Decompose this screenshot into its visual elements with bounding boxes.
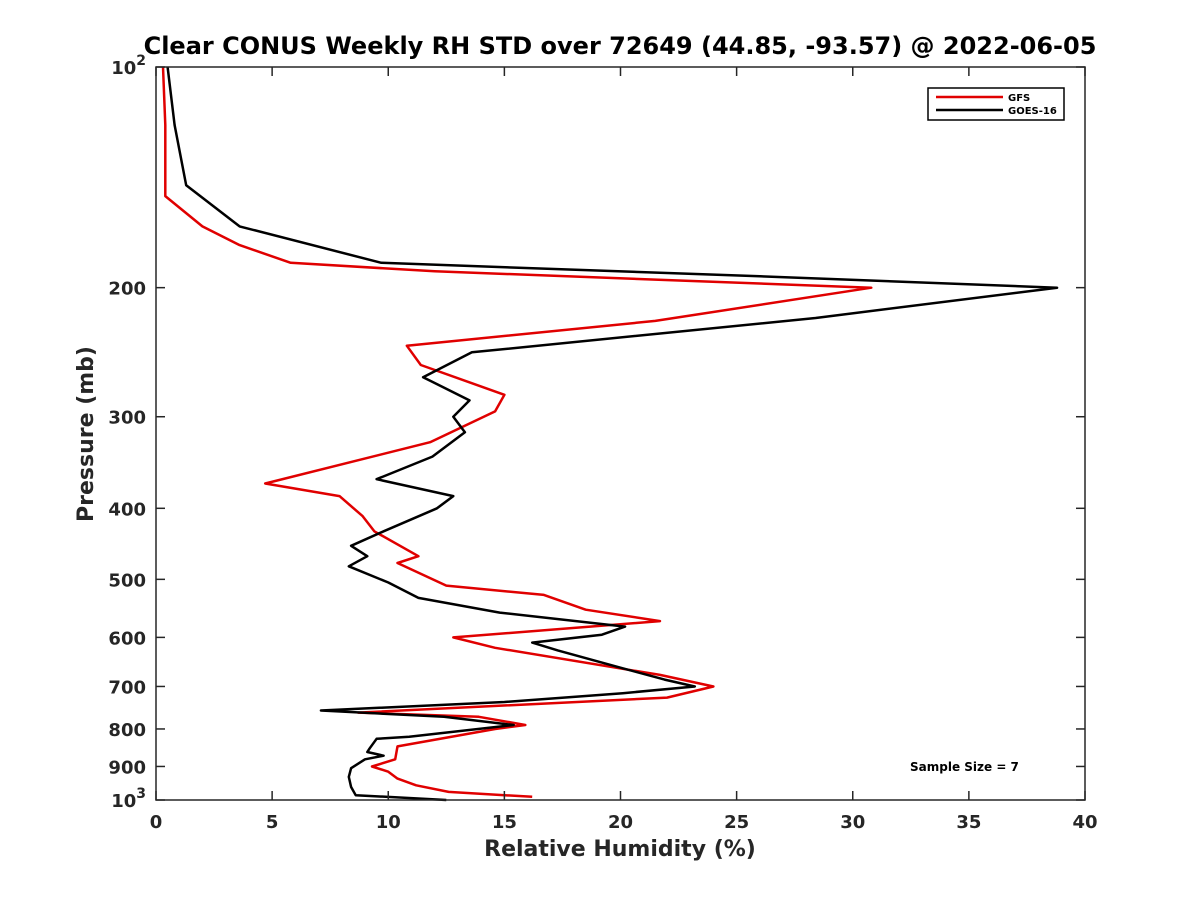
- x-tick-label: 5: [266, 812, 279, 833]
- x-tick-label: 40: [1072, 812, 1097, 833]
- legend-label-goes16: GOES-16: [1008, 106, 1057, 117]
- chart-title: Clear CONUS Weekly RH STD over 72649 (44…: [144, 32, 1097, 60]
- y-tick-label: 103: [111, 786, 146, 812]
- y-tick-label: 600: [108, 628, 146, 649]
- x-tick-label: 20: [608, 812, 633, 833]
- legend-label-gfs: GFS: [1008, 93, 1030, 104]
- y-tick-label: 800: [108, 720, 146, 741]
- y-tick-label: 700: [108, 677, 146, 698]
- x-tick-label: 0: [150, 812, 163, 833]
- x-axis-ticks: 0 5 10 15 20 25 30 35 40: [150, 67, 1098, 833]
- legend-box: [927, 87, 1065, 121]
- x-tick-label: 25: [724, 812, 749, 833]
- x-axis-label: Relative Humidity (%): [484, 837, 756, 862]
- x-tick-label: 15: [492, 812, 517, 833]
- plot-area-frame: [155, 66, 1086, 801]
- x-tick-label: 35: [956, 812, 981, 833]
- x-tick-label: 30: [840, 812, 865, 833]
- y-tick-label: 200: [108, 279, 146, 300]
- x-tick-label: 10: [376, 812, 401, 833]
- y-tick-label: 500: [108, 570, 146, 591]
- y-axis-label: Pressure (mb): [74, 346, 99, 522]
- plot-series-group: [161, 66, 1059, 802]
- legend: GFS GOES-16: [927, 87, 1065, 121]
- series-line-gfs: [161, 66, 873, 799]
- sample-size-annotation: Sample Size = 7: [910, 760, 1019, 774]
- y-tick-label: 400: [108, 499, 146, 520]
- y-axis-ticks: 102 200 300 400 500 600 700 800 900 103: [108, 53, 1085, 812]
- y-tick-label: 300: [108, 408, 146, 429]
- series-line-goes16: [166, 66, 1059, 802]
- y-tick-label: 102: [111, 53, 146, 79]
- y-tick-label: 900: [108, 757, 146, 778]
